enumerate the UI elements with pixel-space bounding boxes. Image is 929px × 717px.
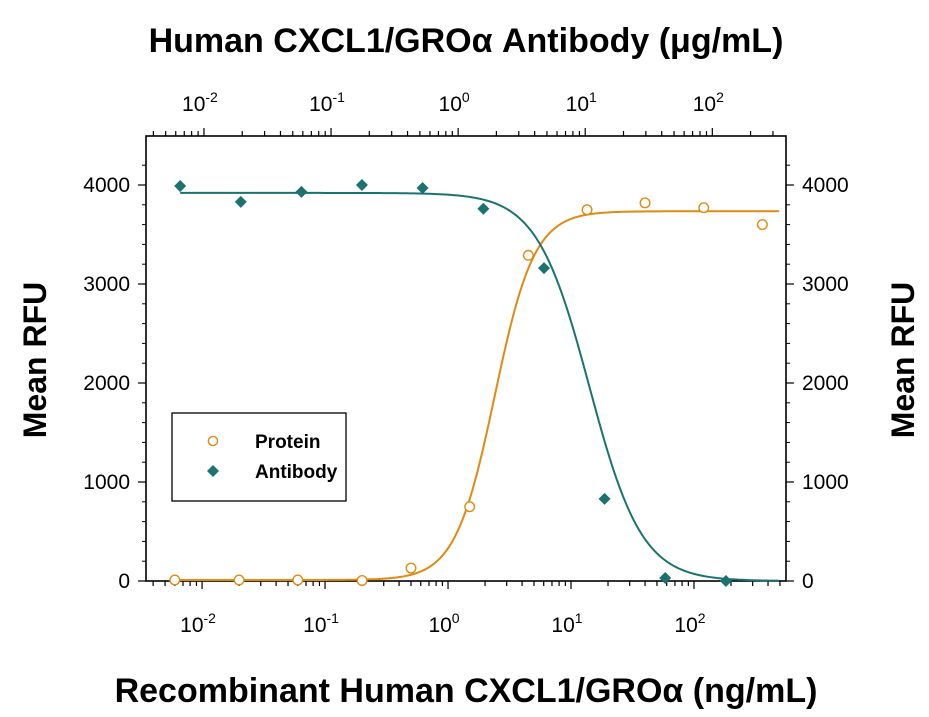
legend-antibody-marker	[207, 465, 219, 477]
bottom-axis-tick-label: 101	[551, 610, 582, 637]
legend: Protein Antibody	[171, 412, 347, 502]
bottom-x-axis-label: Recombinant Human CXCL1/GROα (ng/mL)	[115, 672, 818, 710]
data-point-antibody	[234, 195, 247, 208]
top-axis-title: Human CXCL1/GROα Antibody (μg/mL)	[149, 22, 784, 60]
data-point-protein	[169, 574, 181, 586]
right-y-tick-label: 3000	[802, 273, 849, 296]
fit-curve-protein	[174, 210, 780, 582]
data-point-protein	[639, 197, 651, 209]
data-point-antibody	[477, 202, 490, 215]
top-axis-tick-label: 101	[566, 89, 597, 116]
data-point-protein	[522, 249, 534, 261]
data-point-antibody	[295, 185, 308, 198]
data-point-antibody	[719, 575, 732, 587]
data-point-antibody	[538, 262, 551, 275]
data-point-protein	[405, 562, 417, 574]
right-y-tick-label: 2000	[802, 372, 849, 395]
right-y-tick-label: 4000	[802, 174, 849, 197]
top-axis-tick-label: 10-2	[182, 89, 218, 116]
left-y-tick-label: 1000	[83, 471, 130, 494]
fit-curve-antibody	[180, 191, 779, 582]
left-y-tick-label: 0	[118, 570, 130, 593]
plot-frame	[145, 135, 787, 582]
bottom-axis-tick-label: 10-1	[303, 610, 339, 637]
data-point-antibody	[174, 179, 187, 192]
data-point-antibody	[416, 181, 429, 194]
left-y-tick-label: 2000	[83, 372, 130, 395]
right-y-tick-label: 1000	[802, 471, 849, 494]
top-axis-tick-label: 102	[693, 89, 724, 116]
data-point-antibody	[355, 179, 368, 191]
legend-antibody-label: Antibody	[255, 462, 338, 483]
bottom-axis-tick-label: 100	[428, 610, 459, 637]
left-y-axis-label: Mean RFU	[17, 282, 53, 438]
legend-protein-label: Protein	[255, 432, 320, 453]
data-point-antibody	[598, 492, 611, 505]
data-point-antibody	[659, 572, 672, 585]
left-y-tick-label: 4000	[83, 174, 130, 197]
data-point-protein	[581, 204, 593, 216]
left-y-tick-label: 3000	[83, 273, 130, 296]
data-point-protein	[233, 574, 245, 586]
legend-box	[171, 412, 347, 502]
data-point-protein	[756, 219, 768, 231]
right-y-tick-label: 0	[802, 570, 814, 593]
right-y-axis-label: Mean RFU	[885, 282, 921, 438]
data-point-protein	[356, 575, 368, 587]
legend-protein-marker	[207, 435, 219, 447]
data-point-protein	[698, 202, 710, 214]
bottom-axis-tick-label: 102	[674, 610, 705, 637]
data-point-protein	[464, 501, 476, 513]
top-axis-tick-label: 10-1	[309, 89, 345, 116]
data-point-protein	[292, 574, 304, 586]
top-axis-tick-label: 100	[439, 89, 470, 116]
bottom-axis-tick-label: 10-2	[180, 610, 216, 637]
